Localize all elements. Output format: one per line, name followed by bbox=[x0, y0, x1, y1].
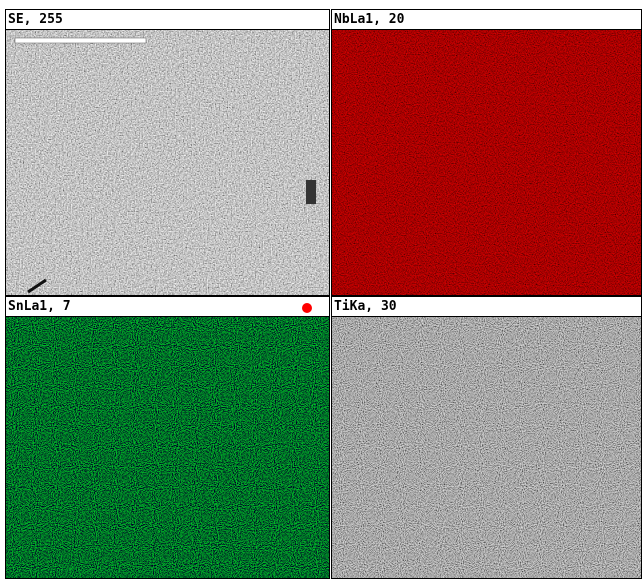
dark-particle bbox=[306, 180, 316, 204]
panel-label: SnLa1, 7 bbox=[6, 297, 329, 317]
se-map bbox=[6, 30, 329, 295]
noise bbox=[332, 317, 641, 578]
sn-panel: SnLa1, 7 bbox=[5, 296, 330, 579]
noise bbox=[332, 30, 641, 295]
page: SE, 255 NbLa1, 20 SnLa1, 7 TiKa, 30 {"pa… bbox=[0, 0, 642, 579]
se-panel: SE, 255 bbox=[5, 9, 330, 296]
status-dot bbox=[301, 302, 313, 314]
ti-map bbox=[332, 317, 641, 578]
sn-map bbox=[6, 317, 329, 578]
noise bbox=[6, 30, 329, 295]
ti-panel: TiKa, 30 bbox=[331, 296, 642, 579]
panel-label: NbLa1, 20 bbox=[332, 10, 641, 30]
nb-image bbox=[332, 30, 641, 295]
panel-label: SE, 255 bbox=[6, 10, 329, 30]
noise bbox=[6, 317, 329, 578]
sn-image bbox=[6, 317, 329, 578]
scale-bar bbox=[15, 38, 146, 43]
nb-map bbox=[332, 30, 641, 295]
nb-panel: NbLa1, 20 bbox=[331, 9, 642, 296]
red-dot bbox=[302, 303, 312, 313]
panel-label: TiKa, 30 bbox=[332, 297, 641, 317]
se-image bbox=[6, 30, 329, 295]
ti-image bbox=[332, 317, 641, 578]
